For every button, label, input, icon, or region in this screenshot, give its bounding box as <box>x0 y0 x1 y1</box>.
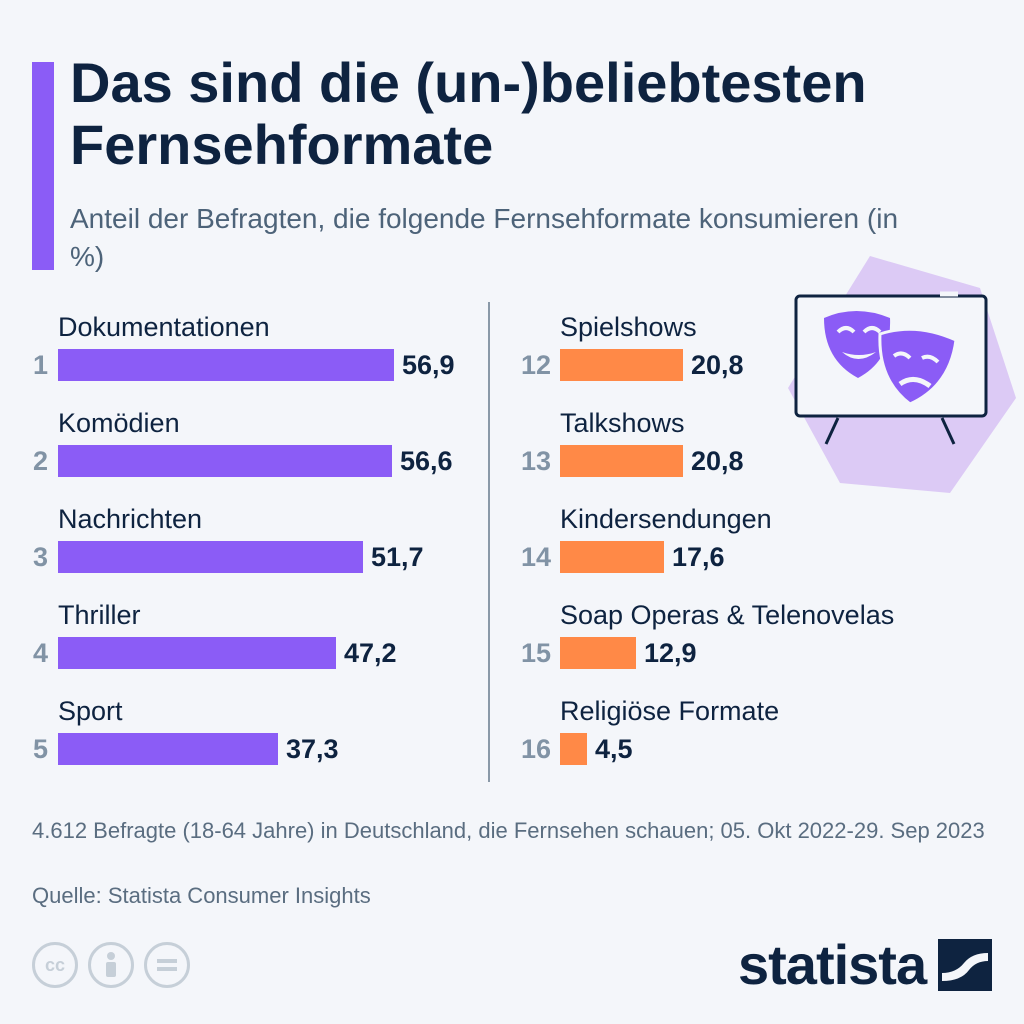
bar <box>560 541 664 573</box>
cc-icon[interactable]: cc <box>32 942 78 988</box>
category-label: Soap Operas & Telenovelas <box>560 600 895 630</box>
column-divider <box>488 302 490 782</box>
rank-label: 2 <box>32 446 48 476</box>
value-label: 4,5 <box>595 734 633 764</box>
category-label: Talkshows <box>560 408 685 438</box>
category-label: Nachrichten <box>58 504 203 534</box>
category-label: Spielshows <box>560 312 697 342</box>
value-label: 47,2 <box>344 638 397 668</box>
theater-masks-tv-icon <box>780 248 1020 508</box>
by-person-icon[interactable] <box>88 942 134 988</box>
bar <box>560 733 587 765</box>
bar <box>58 733 278 765</box>
footnote: 4.612 Befragte (18-64 Jahre) in Deutschl… <box>32 818 985 843</box>
bar <box>560 637 636 669</box>
chart-subtitle: Anteil der Befragten, die folgende Ferns… <box>70 203 899 272</box>
rank-label: 14 <box>520 542 551 572</box>
rank-label: 13 <box>520 446 551 476</box>
bar <box>560 445 683 477</box>
bar <box>58 637 336 669</box>
value-label: 37,3 <box>286 734 339 764</box>
value-label: 56,9 <box>402 350 455 380</box>
rank-label: 15 <box>520 638 551 668</box>
value-label: 12,9 <box>644 638 697 668</box>
category-label: Thriller <box>58 600 141 630</box>
statista-mark-icon <box>938 939 993 991</box>
rank-label: 4 <box>32 638 48 668</box>
bar <box>560 349 683 381</box>
logo-text: statista <box>738 933 927 996</box>
chart-title: Das sind die (un-)beliebtesten Fernsehfo… <box>70 51 867 176</box>
rank-label: 1 <box>32 350 48 380</box>
value-label: 20,8 <box>691 446 744 476</box>
category-label: Dokumentationen <box>58 312 270 342</box>
bar <box>58 349 394 381</box>
value-label: 17,6 <box>672 542 725 572</box>
value-label: 51,7 <box>371 542 424 572</box>
value-label: 56,6 <box>400 446 453 476</box>
rank-label: 16 <box>520 734 551 764</box>
rank-label: 5 <box>32 734 48 764</box>
bar <box>58 445 392 477</box>
license-icons: cc <box>32 942 190 994</box>
nd-equals-icon[interactable] <box>144 942 190 988</box>
category-label: Komödien <box>58 408 180 438</box>
statista-logo[interactable]: statista <box>738 933 993 996</box>
category-label: Religiöse Formate <box>560 696 780 726</box>
value-label: 20,8 <box>691 350 744 380</box>
category-label: Sport <box>58 696 123 726</box>
category-label: Kindersendungen <box>560 504 772 534</box>
source-note: Quelle: Statista Consumer Insights <box>32 883 371 908</box>
bar <box>58 541 363 573</box>
title-accent-bar <box>32 62 54 270</box>
rank-label: 3 <box>32 542 48 572</box>
rank-label: 12 <box>520 350 551 380</box>
